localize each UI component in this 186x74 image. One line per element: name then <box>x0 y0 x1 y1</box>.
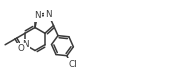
Text: N: N <box>34 11 41 20</box>
Text: N: N <box>46 10 52 19</box>
Text: Cl: Cl <box>69 60 77 69</box>
Text: N: N <box>22 40 28 49</box>
Text: O: O <box>17 44 24 53</box>
